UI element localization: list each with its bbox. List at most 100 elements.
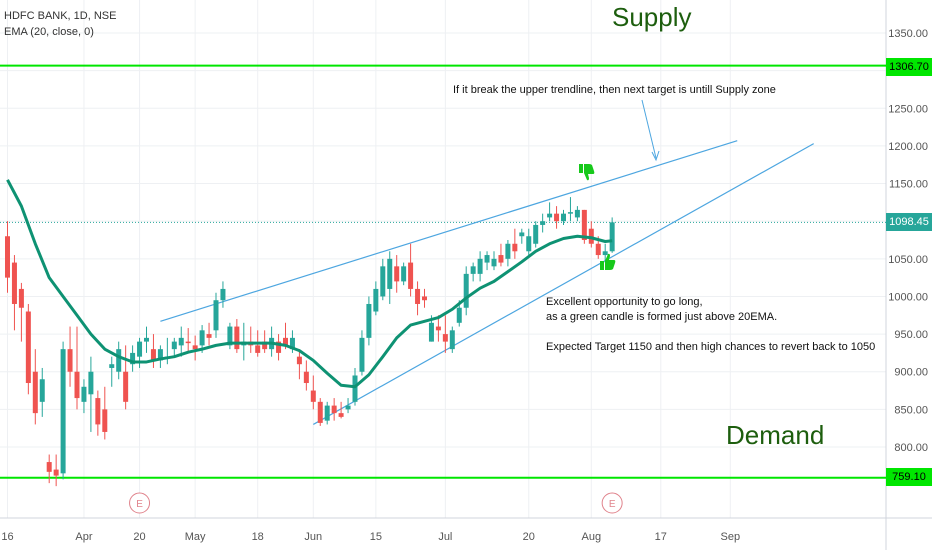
indicator-label: EMA (20, close, 0): [4, 26, 94, 38]
candle-body: [150, 349, 156, 361]
candle-body: [25, 311, 31, 384]
candle-body: [484, 255, 490, 263]
candle-body: [296, 356, 302, 365]
ema20-line: [6, 179, 613, 389]
y-tick-label: 1200.00: [888, 141, 928, 153]
x-tick-label: Sep: [721, 531, 741, 543]
candle-body: [310, 390, 316, 402]
candle-body: [109, 364, 115, 368]
candle-body: [561, 213, 566, 222]
candle-body: [526, 236, 532, 252]
candle-body: [227, 326, 233, 346]
demand-price-tag: 759.10: [886, 468, 932, 486]
candle-body: [130, 352, 136, 365]
supply-zone-label: Supply: [612, 2, 692, 32]
y-tick-label: 1250.00: [888, 103, 928, 115]
candle-body: [88, 371, 94, 395]
candle-body: [338, 413, 344, 417]
candle-body: [581, 209, 587, 240]
candle-body: [276, 341, 282, 353]
candle-body: [234, 326, 240, 350]
x-tick-label: Jul: [438, 531, 452, 543]
x-tick-label: 15: [370, 531, 382, 543]
candle-body: [206, 334, 212, 338]
candle-body: [373, 288, 379, 312]
candle-body: [116, 349, 122, 372]
chart-legend: HDFC BANK, 1D, NSE EMA (20, close, 0): [4, 8, 116, 40]
x-tick-label: 20: [523, 531, 535, 543]
candle-body: [283, 337, 288, 346]
candle-body: [609, 222, 615, 252]
candle-body: [595, 243, 601, 256]
candle-body: [415, 288, 421, 304]
candle-body: [18, 288, 24, 308]
symbol-label: HDFC BANK, 1D, NSE: [4, 10, 117, 22]
candle-body: [366, 303, 372, 338]
candle-body: [185, 341, 191, 344]
y-tick-label: 850.00: [894, 404, 928, 416]
candle-body: [435, 326, 441, 331]
y-tick-label: 1000.00: [888, 291, 928, 303]
y-tick-label: 1150.00: [889, 179, 928, 191]
candle-body: [408, 262, 414, 289]
long-opportunity-note: Excellent opportunity to go long,: [546, 296, 703, 308]
candle-body: [331, 405, 337, 414]
x-tick-label: May: [185, 531, 206, 543]
candle-body: [144, 337, 149, 342]
x-tick-label: 16: [1, 531, 13, 543]
y-tick-label: 800.00: [894, 442, 928, 454]
candle-body: [303, 371, 309, 384]
candle-body: [213, 300, 219, 331]
trendline-1: [313, 143, 814, 425]
candle-body: [46, 462, 52, 472]
event-marker: [601, 492, 623, 514]
candle-body: [102, 409, 108, 432]
candle-body: [567, 212, 573, 214]
candle-body: [324, 405, 330, 421]
candle-body: [199, 330, 205, 346]
candle-body: [39, 379, 45, 402]
candle-body: [11, 262, 17, 304]
candle-body: [422, 296, 427, 301]
candle-body: [498, 255, 504, 263]
candle-body: [81, 386, 87, 402]
y-tick-label: 900.00: [894, 367, 928, 379]
x-tick-label: Aug: [582, 531, 602, 543]
candle-body: [602, 251, 608, 256]
supply-price-tag: 1306.70: [886, 58, 932, 76]
upper-trendline-note: If it break the upper trendline, then ne…: [453, 84, 776, 96]
candle-body: [352, 375, 358, 402]
candle-body: [95, 398, 101, 425]
candle-body: [491, 258, 497, 267]
x-tick-label: Apr: [75, 531, 92, 543]
candle-body: [317, 401, 323, 423]
y-tick-label: 1050.00: [888, 254, 928, 266]
target-note: Expected Target 1150 and then high chanc…: [546, 341, 876, 353]
candle-body: [401, 266, 407, 282]
candle-body: [547, 213, 553, 218]
candle-body: [540, 221, 546, 225]
note-arrow-head: [651, 150, 660, 162]
candle-body: [60, 349, 66, 474]
candle-body: [345, 405, 351, 410]
candle-body: [359, 337, 365, 372]
thumbs-up-icon: [600, 253, 616, 270]
candle-body: [380, 266, 386, 297]
candle-body: [442, 334, 448, 342]
x-tick-label: Jun: [304, 531, 322, 543]
candle-body: [67, 349, 73, 372]
candle-body: [477, 258, 483, 274]
note-arrow: [641, 99, 657, 159]
candle-body: [533, 224, 539, 244]
candle-body: [505, 243, 511, 259]
event-marker: [129, 492, 151, 514]
x-tick-label: 18: [252, 531, 264, 543]
candle-body: [394, 266, 400, 282]
candle-body: [53, 469, 59, 476]
candle-body: [32, 371, 38, 414]
candle-body: [512, 243, 518, 252]
green-candle-note: as a green candle is formed just above 2…: [546, 311, 778, 323]
candle-body: [428, 322, 434, 342]
